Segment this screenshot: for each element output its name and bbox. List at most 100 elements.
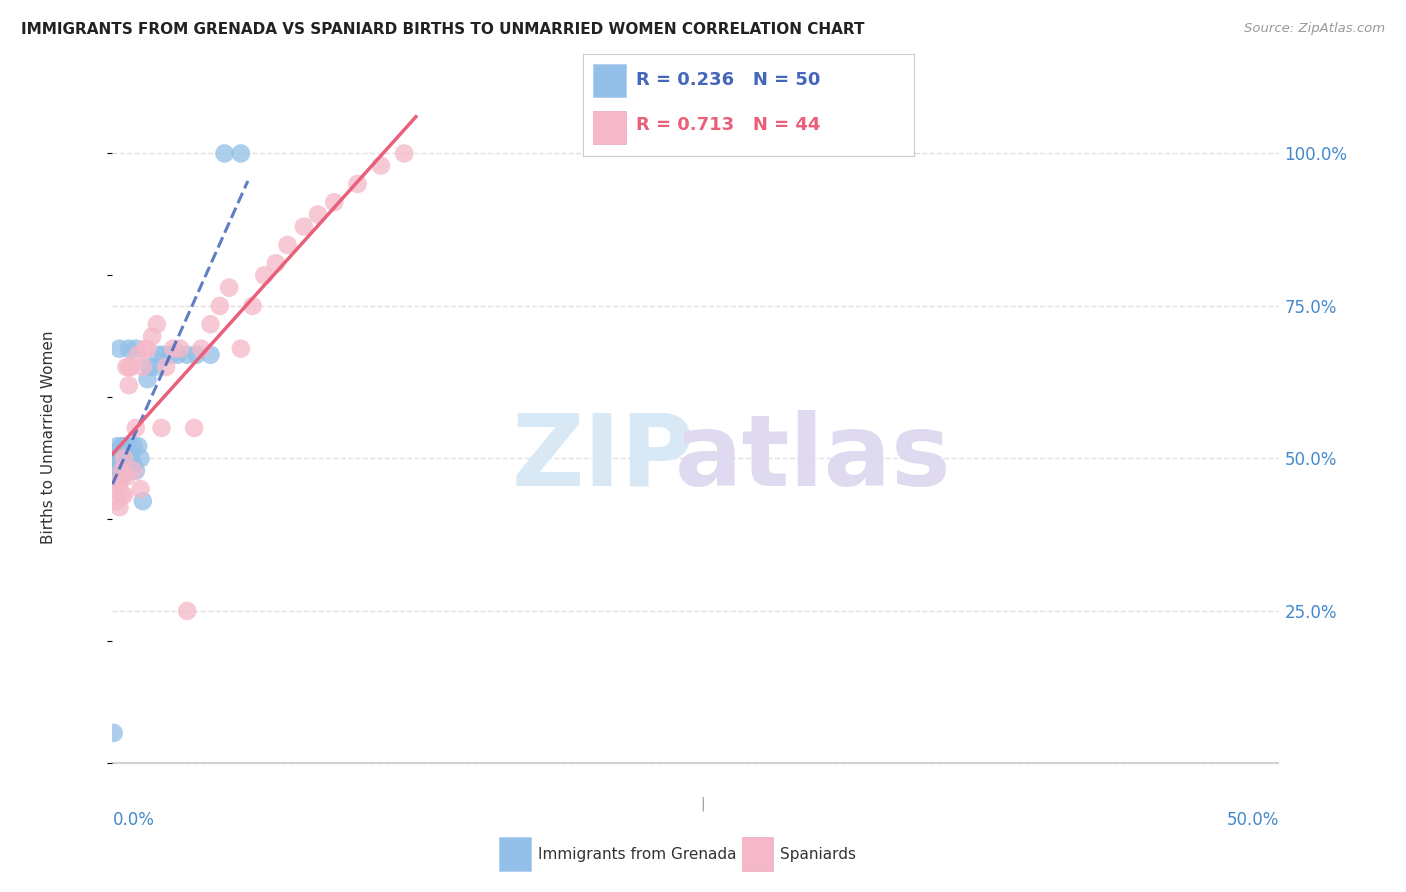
Point [155,359,177,374]
Point [122,464,145,478]
Point [115,451,138,466]
Text: R = 0.236   N = 50: R = 0.236 N = 50 [637,70,821,88]
Point [125,421,148,435]
Point [108,464,131,478]
Point [242,299,264,313]
Point [370,159,392,173]
Point [253,268,276,283]
Point [141,329,163,343]
Point [169,342,191,356]
Point [120,359,142,374]
Point [105,445,128,459]
Point [122,439,145,453]
Point [143,359,166,374]
Point [112,488,135,502]
Point [111,488,134,502]
Text: |: | [700,797,706,811]
Point [134,342,156,356]
Point [160,348,183,362]
Point [111,464,134,478]
Point [111,469,134,483]
Point [122,458,145,472]
Point [104,451,127,466]
Point [229,342,252,356]
Point [112,451,135,466]
Point [129,482,152,496]
Point [105,475,128,490]
Point [108,451,131,466]
Point [118,445,141,459]
Point [153,348,176,362]
Point [307,207,329,221]
Point [176,604,198,618]
Point [105,451,128,466]
Text: 50.0%: 50.0% [1227,811,1279,829]
Text: Immigrants from Grenada: Immigrants from Grenada [538,847,737,862]
Point [200,318,222,332]
Point [108,451,131,466]
Point [105,458,128,472]
Point [104,445,127,459]
Point [136,372,159,386]
Bar [593,111,627,144]
Point [208,299,231,313]
Bar [742,837,773,871]
Point [111,439,134,453]
Point [176,348,198,362]
Point [183,421,205,435]
Point [190,342,212,356]
Point [115,469,138,483]
Point [118,458,141,472]
Point [118,342,141,356]
Point [105,494,128,508]
Point [111,458,134,472]
Point [120,451,142,466]
Bar [593,64,627,96]
Point [111,451,134,466]
Point [127,348,149,362]
Point [108,445,131,459]
Point [125,464,148,478]
Point [118,378,141,392]
Point [112,439,135,453]
Point [146,318,169,332]
Point [118,359,141,374]
Point [148,348,170,362]
Point [132,494,155,508]
Point [105,464,128,478]
Point [112,451,135,466]
Point [108,458,131,472]
Point [214,146,236,161]
Point [200,348,222,362]
Point [166,348,188,362]
Point [105,439,128,453]
Point [392,146,416,161]
Point [108,475,131,490]
Point [127,439,149,453]
Point [132,359,155,374]
Text: Births to Unmarried Women: Births to Unmarried Women [41,330,56,544]
Point [229,146,252,161]
Text: Source: ZipAtlas.com: Source: ZipAtlas.com [1244,22,1385,36]
Point [323,195,346,210]
Point [139,359,162,374]
Point [162,342,184,356]
Point [103,726,125,740]
Point [108,342,131,356]
Point [136,342,159,356]
Text: Spaniards: Spaniards [780,847,856,862]
Point [108,500,131,515]
Point [115,439,138,453]
Point [104,469,127,483]
Point [218,280,240,294]
Text: ZIP: ZIP [512,410,695,507]
Text: R = 0.713   N = 44: R = 0.713 N = 44 [637,116,821,134]
Point [104,482,127,496]
Point [125,342,148,356]
Text: atlas: atlas [675,410,950,507]
Point [115,458,138,472]
Point [276,238,298,252]
Bar [499,837,531,871]
Point [264,256,287,270]
Point [150,421,173,435]
